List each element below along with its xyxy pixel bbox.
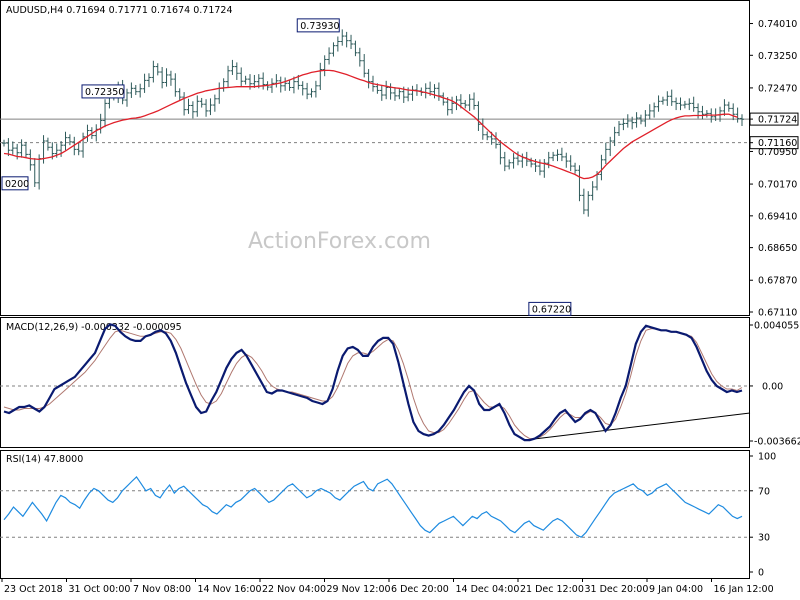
price-tick-label-8: 0.68650 — [758, 243, 797, 254]
macd-panel: MACD(12,26,9) -0.000332 -0.000095 0.0040… — [0, 317, 800, 448]
callout-label-2: 0.67220 — [532, 304, 571, 315]
watermark: ActionForex.com — [248, 229, 431, 254]
price-tick-label-4: 0.71160 — [758, 138, 797, 149]
price-tick-label-6: 0.70170 — [758, 180, 797, 191]
callout-box-0 — [296, 18, 340, 33]
callout-box-2 — [528, 301, 572, 316]
x-tick-label-2: 7 Nov 08:00 — [133, 584, 191, 595]
chart-title: AUDUSD,H4 0.71694 0.71771 0.71674 0.7172… — [6, 5, 233, 16]
price-tick-label-5: 0.70950 — [758, 147, 797, 158]
price-ma-line — [3, 69, 738, 180]
callout-label-3: 0200 — [5, 179, 29, 190]
macd-main-line — [3, 323, 743, 442]
price-tick-label-3: 0.71724 — [758, 115, 797, 126]
price-tick-label-1: 0.73250 — [758, 51, 797, 62]
rsi-title: RSI(14) 47.8000 — [6, 454, 83, 465]
x-tick-label-4: 22 Nov 04:00 — [262, 584, 326, 595]
price-tick-label-2: 0.72470 — [758, 83, 797, 94]
x-tick-label-11: 16 Jan 12:00 — [714, 584, 774, 595]
x-tick-label-7: 14 Dec 04:00 — [456, 584, 520, 595]
rsi-tick-label-3: 0 — [758, 568, 764, 579]
callout-label-1: 0.72350 — [85, 87, 124, 98]
x-tick-label-9: 31 Dec 20:00 — [585, 584, 649, 595]
price-tick-label-0: 0.74010 — [758, 19, 797, 30]
macd-tick-label-0: 0.004055 — [754, 321, 799, 332]
x-tick-label-5: 29 Nov 12:00 — [327, 584, 391, 595]
callout-box-1 — [81, 84, 125, 99]
x-tick-label-3: 14 Nov 16:00 — [198, 584, 262, 595]
rsi-tick-label-1: 70 — [758, 486, 770, 497]
callout-label-0: 0.73930 — [300, 21, 339, 32]
x-tick-label-6: 6 Dec 20:00 — [391, 584, 449, 595]
x-axis: 23 Oct 2018 31 Oct 00:00 7 Nov 08:00 14 Nov… — [1, 578, 774, 595]
macd-tick-label-2: -0.003662 — [754, 437, 800, 448]
rsi-tick-label-0: 100 — [758, 452, 776, 463]
price-tick-label-7: 0.69410 — [758, 211, 797, 222]
price-panel: AUDUSD,H4 0.71694 0.71771 0.71674 0.7172… — [0, 0, 799, 319]
rsi-tick-label-2: 30 — [758, 533, 770, 544]
x-tick-label-1: 31 Oct 00:00 — [69, 584, 131, 595]
macd-tick-label-1: 0.00 — [762, 381, 783, 392]
callout-box-3 — [1, 176, 29, 191]
macd-trendline — [524, 412, 751, 441]
rsi-line — [3, 475, 743, 538]
price-tick-label-10: 0.67110 — [758, 308, 797, 319]
macd-title: MACD(12,26,9) -0.000332 -0.000095 — [6, 322, 182, 333]
rsi-panel: RSI(14) 47.8000 100 70 30 0 — [0, 450, 776, 579]
macd-signal-line — [3, 328, 743, 440]
x-tick-label-8: 21 Dec 12:00 — [520, 584, 584, 595]
price-tick-label-9: 0.67870 — [758, 276, 797, 287]
x-tick-label-0: 23 Oct 2018 — [4, 584, 63, 595]
x-tick-label-10: 9 Jan 04:00 — [649, 584, 703, 595]
